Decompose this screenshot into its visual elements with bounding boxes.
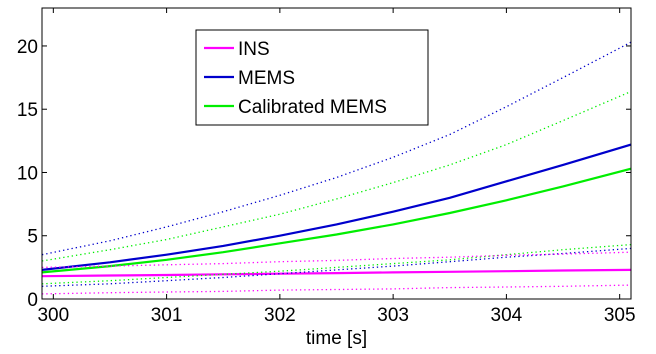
y-tick-label: 5: [27, 227, 38, 248]
y-tick-label: 0: [27, 290, 38, 311]
y-tick-label: 15: [17, 100, 38, 121]
bound-line-8: [42, 284, 631, 295]
legend-label: INS: [238, 39, 270, 60]
series-line-2: [42, 167, 631, 274]
axes-box: [41, 7, 632, 300]
x-tick-label: 302: [264, 305, 296, 326]
x-axis-title: time [s]: [306, 328, 367, 349]
x-tick-label: 305: [604, 305, 636, 326]
bound-line-4: [42, 90, 631, 262]
axes: 300 301 302 303 304 305 0 5 10 15 20: [17, 7, 636, 326]
legend: INS MEMS Calibrated MEMS: [195, 29, 429, 126]
bound-line-5: [42, 247, 631, 287]
bound-line-3: [42, 41, 631, 256]
plot-area: [42, 41, 631, 295]
x-tick-label: 300: [37, 305, 69, 326]
legend-label: MEMS: [238, 68, 295, 89]
legend-box: [195, 29, 429, 126]
x-tick-label: 301: [151, 305, 183, 326]
series-line-1: [42, 143, 631, 271]
legend-label: Calibrated MEMS: [238, 97, 387, 118]
x-tick-label: 303: [377, 305, 409, 326]
x-tick-label: 304: [491, 305, 523, 326]
series-line-0: [42, 268, 631, 278]
y-tick-label: 20: [17, 37, 38, 58]
y-tick-label: 10: [17, 163, 38, 184]
